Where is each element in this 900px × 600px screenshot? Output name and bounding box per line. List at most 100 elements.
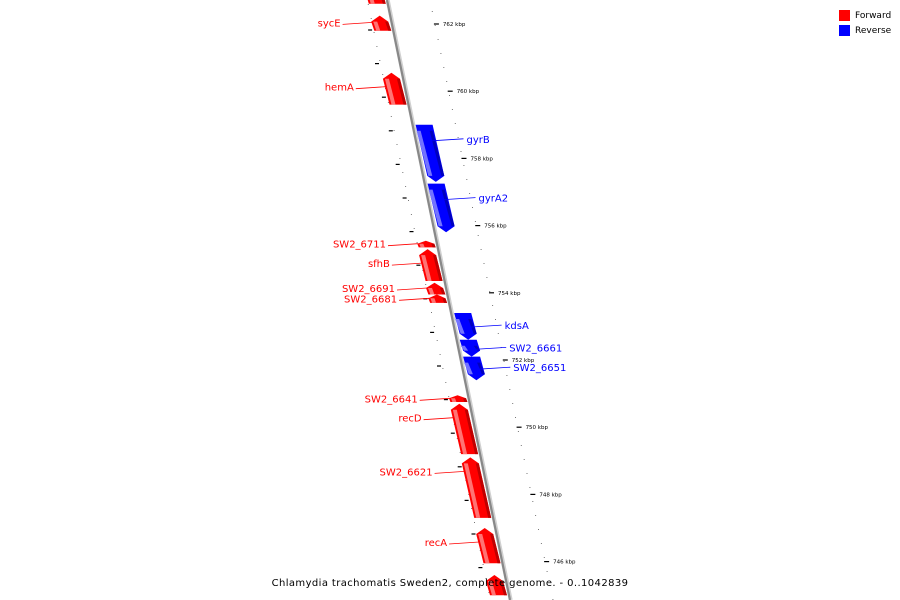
genome-backbone <box>385 0 512 600</box>
legend-forward-label: Forward <box>855 10 892 21</box>
track-dot <box>482 564 484 565</box>
gene-leader-line <box>434 471 465 474</box>
gene-feature[interactable] <box>365 0 386 4</box>
track-dot <box>402 172 404 173</box>
gene-label: sycE <box>318 18 341 29</box>
track-dot <box>448 396 450 397</box>
track-dot <box>425 284 427 285</box>
gene-highlight <box>487 581 496 596</box>
gene-feature-reca[interactable] <box>476 528 501 564</box>
gene-highlight <box>416 130 433 176</box>
genome-caption: Chlamydia trachomatis Sweden2, complete … <box>271 578 629 589</box>
gene-feature-kdsa[interactable] <box>454 313 477 340</box>
track-dot <box>506 375 508 376</box>
track-dot <box>549 585 551 586</box>
gene-leader-line <box>431 138 464 142</box>
gene-feature-recd[interactable] <box>450 403 479 455</box>
scale-label: 746 kbp <box>553 560 576 566</box>
gene-leader-line <box>469 324 502 328</box>
gene-feature-sw2_6691[interactable] <box>426 282 446 295</box>
track-dot <box>483 263 485 264</box>
gene-feature[interactable] <box>485 575 507 596</box>
track-dot <box>405 186 407 187</box>
gene-body <box>427 183 455 233</box>
gene-highlight <box>451 398 457 402</box>
gene-label: hemA <box>325 83 354 94</box>
track-dot <box>436 340 438 341</box>
track-dot <box>433 326 435 327</box>
gene-feature-sfhb[interactable] <box>419 249 443 281</box>
gene-label: SW2_6651 <box>513 363 566 374</box>
track-dot <box>466 179 468 180</box>
track-dot <box>393 130 395 131</box>
gene-edge <box>468 319 477 334</box>
gene-label: SW2_6691 <box>342 284 395 295</box>
gene-label: recA <box>425 538 448 549</box>
scale-label: 752 kbp <box>512 358 535 364</box>
gene-leader-line <box>423 417 454 421</box>
gene-leader-line <box>478 366 511 370</box>
track-dot <box>520 445 522 446</box>
track-dot <box>474 221 476 222</box>
gene-label: gyrA2 <box>479 194 509 205</box>
track-dot <box>538 529 539 530</box>
track-dot <box>410 214 412 215</box>
track-dot <box>543 557 545 558</box>
gene-feature-sw2_6681[interactable] <box>428 294 448 303</box>
track-dot <box>439 354 441 355</box>
gene-label: kdsA <box>505 321 529 332</box>
track-dot <box>463 165 465 166</box>
track-dot <box>488 592 490 593</box>
track-dot <box>532 501 534 502</box>
track-dot <box>443 67 445 68</box>
gene-feature-sw2_6711[interactable] <box>417 240 436 248</box>
track-dot <box>515 417 516 418</box>
gene-label: gyrB <box>467 135 490 146</box>
gene-highlight <box>460 345 469 351</box>
track-dot <box>449 95 450 96</box>
track-dot <box>526 473 528 474</box>
gene-highlight <box>369 0 375 4</box>
gene-feature-sw2_6621[interactable] <box>461 457 492 518</box>
gene-body <box>415 124 445 182</box>
track-dot <box>459 452 461 453</box>
gene-leader-line <box>396 287 428 291</box>
legend-item-reverse: Reverse <box>839 23 899 38</box>
scale-label: 748 kbp <box>539 492 562 498</box>
gene-edge <box>440 288 446 295</box>
track-dot <box>422 270 424 271</box>
gene-feature-sw2_6641[interactable] <box>449 395 468 402</box>
track-dot <box>489 291 491 292</box>
track-dot <box>477 235 479 236</box>
gene-feature-gyrb[interactable] <box>415 124 445 182</box>
gene-edge <box>429 130 445 176</box>
gene-edge <box>442 298 448 303</box>
gene-highlight <box>428 189 443 227</box>
gene-feature-gyra2[interactable] <box>427 183 455 233</box>
gene-feature-hema[interactable] <box>382 72 407 105</box>
gene-edge <box>499 581 507 596</box>
gene-highlight <box>463 463 481 518</box>
track-dot <box>474 522 475 523</box>
gene-label: recD <box>398 414 422 425</box>
scale-label: 754 kbp <box>498 291 521 297</box>
gene-highlight <box>373 21 381 31</box>
gene-leader-line <box>391 262 422 266</box>
gene-highlight <box>421 255 432 281</box>
track-dot <box>457 137 459 138</box>
track-dot <box>535 515 537 516</box>
track-dot <box>469 193 471 194</box>
gene-edge <box>396 78 407 105</box>
scale-label: 756 kbp <box>484 224 507 230</box>
track-dot <box>382 74 384 75</box>
track-dot <box>367 4 369 5</box>
gene-feature-sw2_6651[interactable] <box>463 356 485 381</box>
track-dot <box>486 277 488 278</box>
gene-feature-sw2_6661[interactable] <box>459 339 481 357</box>
gene-label: SW2_6661 <box>509 343 562 354</box>
track-dot <box>492 305 494 306</box>
gene-feature-syce[interactable] <box>371 15 392 31</box>
reverse-swatch <box>839 25 850 36</box>
track-dot <box>512 403 514 404</box>
